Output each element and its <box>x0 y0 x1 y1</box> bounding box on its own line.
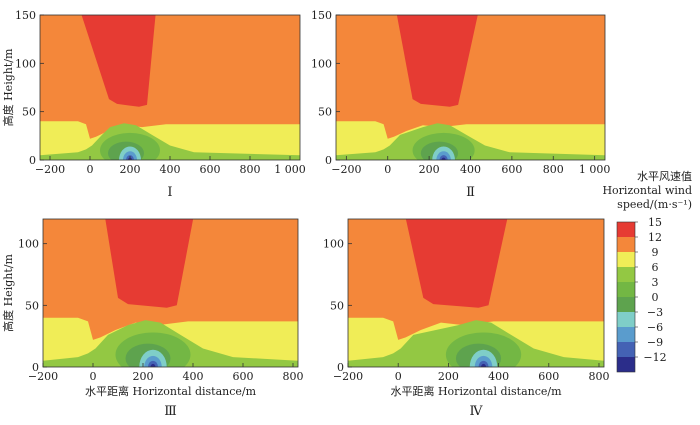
panel-label: Ⅲ <box>164 404 177 419</box>
band-neg12-neg9 <box>150 363 156 367</box>
colorbar-swatch <box>617 297 635 312</box>
y-tick-label: 0 <box>325 154 332 167</box>
panel-label: Ⅱ <box>466 185 475 200</box>
x-tick-label: 800 <box>240 163 261 176</box>
x-tick-label: −200 <box>28 370 58 383</box>
y-tick-label: 50 <box>330 299 344 312</box>
x-tick-label: 600 <box>501 163 522 176</box>
plot-frame <box>347 218 605 368</box>
x-tick-label: −200 <box>333 370 363 383</box>
y-tick-label: 0 <box>29 154 36 167</box>
x-tick-label: 400 <box>460 163 481 176</box>
x-tick-label: 200 <box>133 370 154 383</box>
colorbar-title: speed/(m·s⁻¹) <box>617 198 692 211</box>
band-neg12-neg9 <box>481 363 487 367</box>
y-tick-label: 100 <box>18 238 39 251</box>
x-axis-label: 水平距离 Horizontal distance/m <box>390 384 562 398</box>
x-tick-label: 800 <box>543 163 564 176</box>
y-axis-label: 高度 Height/m <box>1 254 15 332</box>
y-tick-label: 50 <box>318 106 332 119</box>
band-12-15 <box>81 15 156 107</box>
x-tick-label: 1 000 <box>579 163 611 176</box>
panel-label: Ⅳ <box>470 404 484 419</box>
band-3-6 <box>336 123 605 160</box>
x-tick-label: 0 <box>90 370 97 383</box>
y-tick-label: 0 <box>32 361 39 374</box>
x-tick-label: 400 <box>488 370 509 383</box>
x-tick-label: −200 <box>35 163 65 176</box>
colorbar-level-label: −12 <box>643 351 666 364</box>
x-tick-label: 200 <box>120 163 141 176</box>
x-tick-label: 600 <box>538 370 559 383</box>
plot-frame <box>42 218 299 368</box>
colorbar-level-label: 0 <box>652 291 659 304</box>
x-tick-label: 200 <box>438 370 459 383</box>
colorbar-level-label: −6 <box>647 321 663 334</box>
x-tick-label: 600 <box>233 370 254 383</box>
y-tick-label: 50 <box>22 106 36 119</box>
colorbar-level-label: 3 <box>652 276 659 289</box>
x-tick-label: 600 <box>200 163 221 176</box>
x-axis-label: 水平距离 Horizontal distance/m <box>85 384 257 398</box>
x-tick-label: 400 <box>183 370 204 383</box>
y-tick-label: 150 <box>311 9 332 22</box>
x-tick-label: 200 <box>419 163 440 176</box>
y-tick-label: 100 <box>15 57 36 70</box>
x-tick-label: −200 <box>331 163 361 176</box>
colorbar-swatch <box>617 237 635 252</box>
colorbar-title: 水平风速值 <box>637 170 692 183</box>
colorbar-swatch <box>617 327 635 342</box>
colorbar-level-label: −3 <box>647 306 663 319</box>
band-12-15 <box>396 15 478 107</box>
x-tick-label: 800 <box>283 370 304 383</box>
colorbar-title: Horizontal wind <box>602 184 692 197</box>
colorbar-swatch <box>617 222 635 237</box>
panel-label: Ⅰ <box>167 185 172 200</box>
x-tick-label: 1 000 <box>274 163 306 176</box>
x-tick-label: 800 <box>588 370 609 383</box>
x-tick-label: 400 <box>160 163 181 176</box>
y-tick-label: 150 <box>15 9 36 22</box>
band-neg12-neg9 <box>441 157 446 160</box>
colorbar-swatch <box>617 312 635 327</box>
y-tick-label: 100 <box>311 57 332 70</box>
y-axis-label: 高度 Height/m <box>1 48 15 126</box>
colorbar-swatch <box>617 282 635 297</box>
x-tick-label: 0 <box>384 163 391 176</box>
y-tick-label: 50 <box>25 299 39 312</box>
colorbar-swatch <box>617 342 635 357</box>
x-tick-label: 0 <box>87 163 94 176</box>
x-tick-label: 0 <box>395 370 402 383</box>
colorbar-swatch <box>617 267 635 282</box>
colorbar-level-label: 6 <box>652 261 659 274</box>
colorbar-level-label: 15 <box>648 216 662 229</box>
y-tick-label: 0 <box>337 361 344 374</box>
band-12-15 <box>405 219 508 308</box>
y-tick-label: 100 <box>323 238 344 251</box>
colorbar-swatch <box>617 252 635 267</box>
colorbar-level-label: 9 <box>652 246 659 259</box>
colorbar-swatch <box>617 357 635 372</box>
colorbar-level-label: −9 <box>647 336 663 349</box>
band-12-15 <box>105 219 194 308</box>
colorbar-level-label: 12 <box>648 231 662 244</box>
